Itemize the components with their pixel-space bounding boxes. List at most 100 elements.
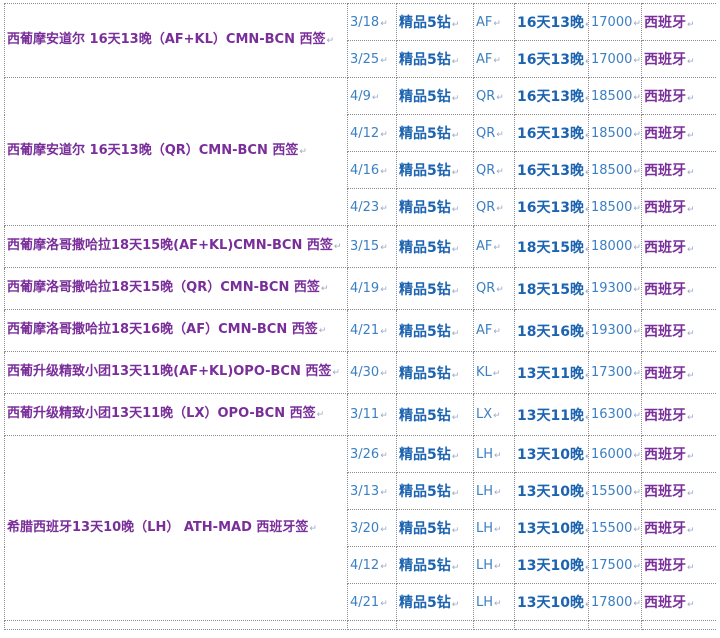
airline-code: AF↵ <box>473 40 515 78</box>
paragraph-mark-icon: ↵ <box>320 284 329 294</box>
paragraph-mark-icon: ↵ <box>493 55 501 66</box>
tour-price: 17500↵ <box>588 546 642 584</box>
paragraph-mark-icon: ↵ <box>496 166 504 177</box>
tour-duration: 16天13晚↵ <box>514 188 589 226</box>
tour-grade: 精品5钻↵ <box>396 188 474 226</box>
paragraph-mark-icon: ↵ <box>687 205 695 215</box>
paragraph-mark-icon: ↵ <box>451 168 460 178</box>
paragraph-mark-icon: ↵ <box>380 129 388 140</box>
paragraph-mark-icon: ↵ <box>451 412 460 423</box>
tour-grade: 精品5钻↵ <box>396 40 474 78</box>
airline-code: AF↵ <box>473 309 515 352</box>
paragraph-mark-icon: ↵ <box>299 147 307 157</box>
tour-grade: 精品5钻↵ <box>396 3 474 41</box>
paragraph-mark-icon: ↵ <box>633 411 641 421</box>
paragraph-mark-icon: ↵ <box>633 243 641 253</box>
paragraph-mark-icon: ↵ <box>380 524 388 535</box>
airline-code: AF↵ <box>473 225 515 268</box>
paragraph-mark-icon: ↵ <box>451 328 460 339</box>
visa-country: 西班牙↵ <box>641 225 716 268</box>
tour-duration: 13天10晚↵ <box>514 583 589 621</box>
tour-price-table: 西葡摩安道尔 16天13晚（AF+KL）CMN-BCN 西签↵ 3/18↵ 精品5钻… <box>4 3 716 630</box>
departure-date: 4/21↵ <box>347 309 397 352</box>
paragraph-mark-icon: ↵ <box>380 203 388 214</box>
paragraph-mark-icon: ↵ <box>451 370 460 381</box>
paragraph-mark-icon: ↵ <box>380 18 388 29</box>
departure-date: 4/23↵ <box>347 188 397 226</box>
paragraph-mark-icon: ↵ <box>380 598 388 609</box>
paragraph-mark-icon: ↵ <box>371 92 380 103</box>
tour-grade: 精品5钻↵ <box>396 77 474 115</box>
paragraph-mark-icon: ↵ <box>492 369 501 379</box>
paragraph-mark-icon: ↵ <box>585 205 588 215</box>
paragraph-mark-icon: ↵ <box>451 563 460 573</box>
table-row: 3/25↵精品5钻↵AF↵16天13晚↵17000↵西班牙↵ <box>5 40 716 78</box>
tour-duration: 13天10晚↵ <box>514 546 589 584</box>
tour-duration: 13天10晚↵ <box>514 435 589 473</box>
airline-code: QR↵ <box>473 77 515 115</box>
paragraph-mark-icon: ↵ <box>496 92 504 103</box>
paragraph-mark-icon: ↵ <box>451 205 460 215</box>
airline-code: QR↵ <box>473 114 515 152</box>
route-name: 西葡摩洛哥撒哈拉18天15晚（QR）CMN-BCN 西签↵ <box>4 267 348 310</box>
departure-date: 4/19↵ <box>347 267 397 310</box>
tour-price: 16000↵ <box>588 435 642 473</box>
departure-date: 3/26↵ <box>347 435 397 473</box>
paragraph-mark-icon: ↵ <box>380 561 388 572</box>
table-row: 4/23↵精品5钻↵QR↵16天13晚↵18500↵西班牙↵ <box>5 188 716 226</box>
tour-price: 17300↵ <box>588 351 642 394</box>
visa-country: 西班牙↵ <box>641 351 716 394</box>
tour-duration: 18天15晚↵ <box>514 267 589 310</box>
visa-country: 西班牙↵ <box>641 267 716 310</box>
departure-date: 4/30↵ <box>347 351 397 394</box>
tour-grade: 精品5钻↵ <box>396 435 474 473</box>
empty-cell <box>641 620 716 630</box>
paragraph-mark-icon: ↵ <box>687 131 695 141</box>
paragraph-mark-icon: ↵ <box>633 369 641 379</box>
paragraph-mark-icon: ↵ <box>687 244 695 255</box>
paragraph-mark-icon: ↵ <box>494 487 502 498</box>
airline-code: LH↵ <box>473 583 515 621</box>
paragraph-mark-icon: ↵ <box>687 600 695 610</box>
paragraph-mark-icon: ↵ <box>451 600 460 610</box>
paragraph-mark-icon: ↵ <box>687 526 695 536</box>
paragraph-mark-icon: ↵ <box>633 166 641 177</box>
airline-code: QR↵ <box>473 267 515 310</box>
tour-grade: 精品5钻↵ <box>396 393 474 436</box>
paragraph-mark-icon: ↵ <box>633 487 641 498</box>
paragraph-mark-icon: ↵ <box>316 410 325 420</box>
paragraph-mark-icon: ↵ <box>633 598 641 609</box>
tour-duration: 18天15晚↵ <box>514 225 589 268</box>
paragraph-mark-icon: ↵ <box>380 450 388 461</box>
departure-date: 3/15↵ <box>347 225 397 268</box>
paragraph-mark-icon: ↵ <box>494 561 502 572</box>
paragraph-mark-icon: ↵ <box>451 244 460 255</box>
tour-duration: 13天11晚↵ <box>514 351 589 394</box>
airline-code: LH↵ <box>473 435 515 473</box>
paragraph-mark-icon: ↵ <box>493 243 501 253</box>
paragraph-mark-icon: ↵ <box>496 285 504 295</box>
visa-country: 西班牙↵ <box>641 188 716 226</box>
tour-grade: 精品5钻↵ <box>396 309 474 352</box>
paragraph-mark-icon: ↵ <box>633 450 641 461</box>
tour-duration: 13天11晚↵ <box>514 393 589 436</box>
departure-date: 3/13↵ <box>347 472 397 510</box>
tour-duration: 16天13晚↵ <box>514 3 589 41</box>
paragraph-mark-icon: ↵ <box>333 242 342 252</box>
departure-date: 4/16↵ <box>347 151 397 189</box>
empty-cell <box>588 620 642 630</box>
tour-price: 17000↵ <box>588 40 642 78</box>
tour-price: 15500↵ <box>588 509 642 547</box>
paragraph-mark-icon: ↵ <box>451 526 460 536</box>
tour-duration: 16天13晚↵ <box>514 77 589 115</box>
paragraph-mark-icon: ↵ <box>585 452 588 462</box>
paragraph-mark-icon: ↵ <box>687 563 695 573</box>
visa-country: 西班牙↵ <box>641 546 716 584</box>
visa-country: 西班牙↵ <box>641 3 716 41</box>
paragraph-mark-icon: ↵ <box>585 245 588 255</box>
paragraph-mark-icon: ↵ <box>687 412 695 423</box>
tour-price: 16300↵ <box>588 393 642 436</box>
route-name: 西葡摩安道尔 16天13晚（AF+KL）CMN-BCN 西签↵ <box>4 3 348 78</box>
empty-cell <box>347 620 397 630</box>
departure-date: 4/9↵ <box>347 77 397 115</box>
